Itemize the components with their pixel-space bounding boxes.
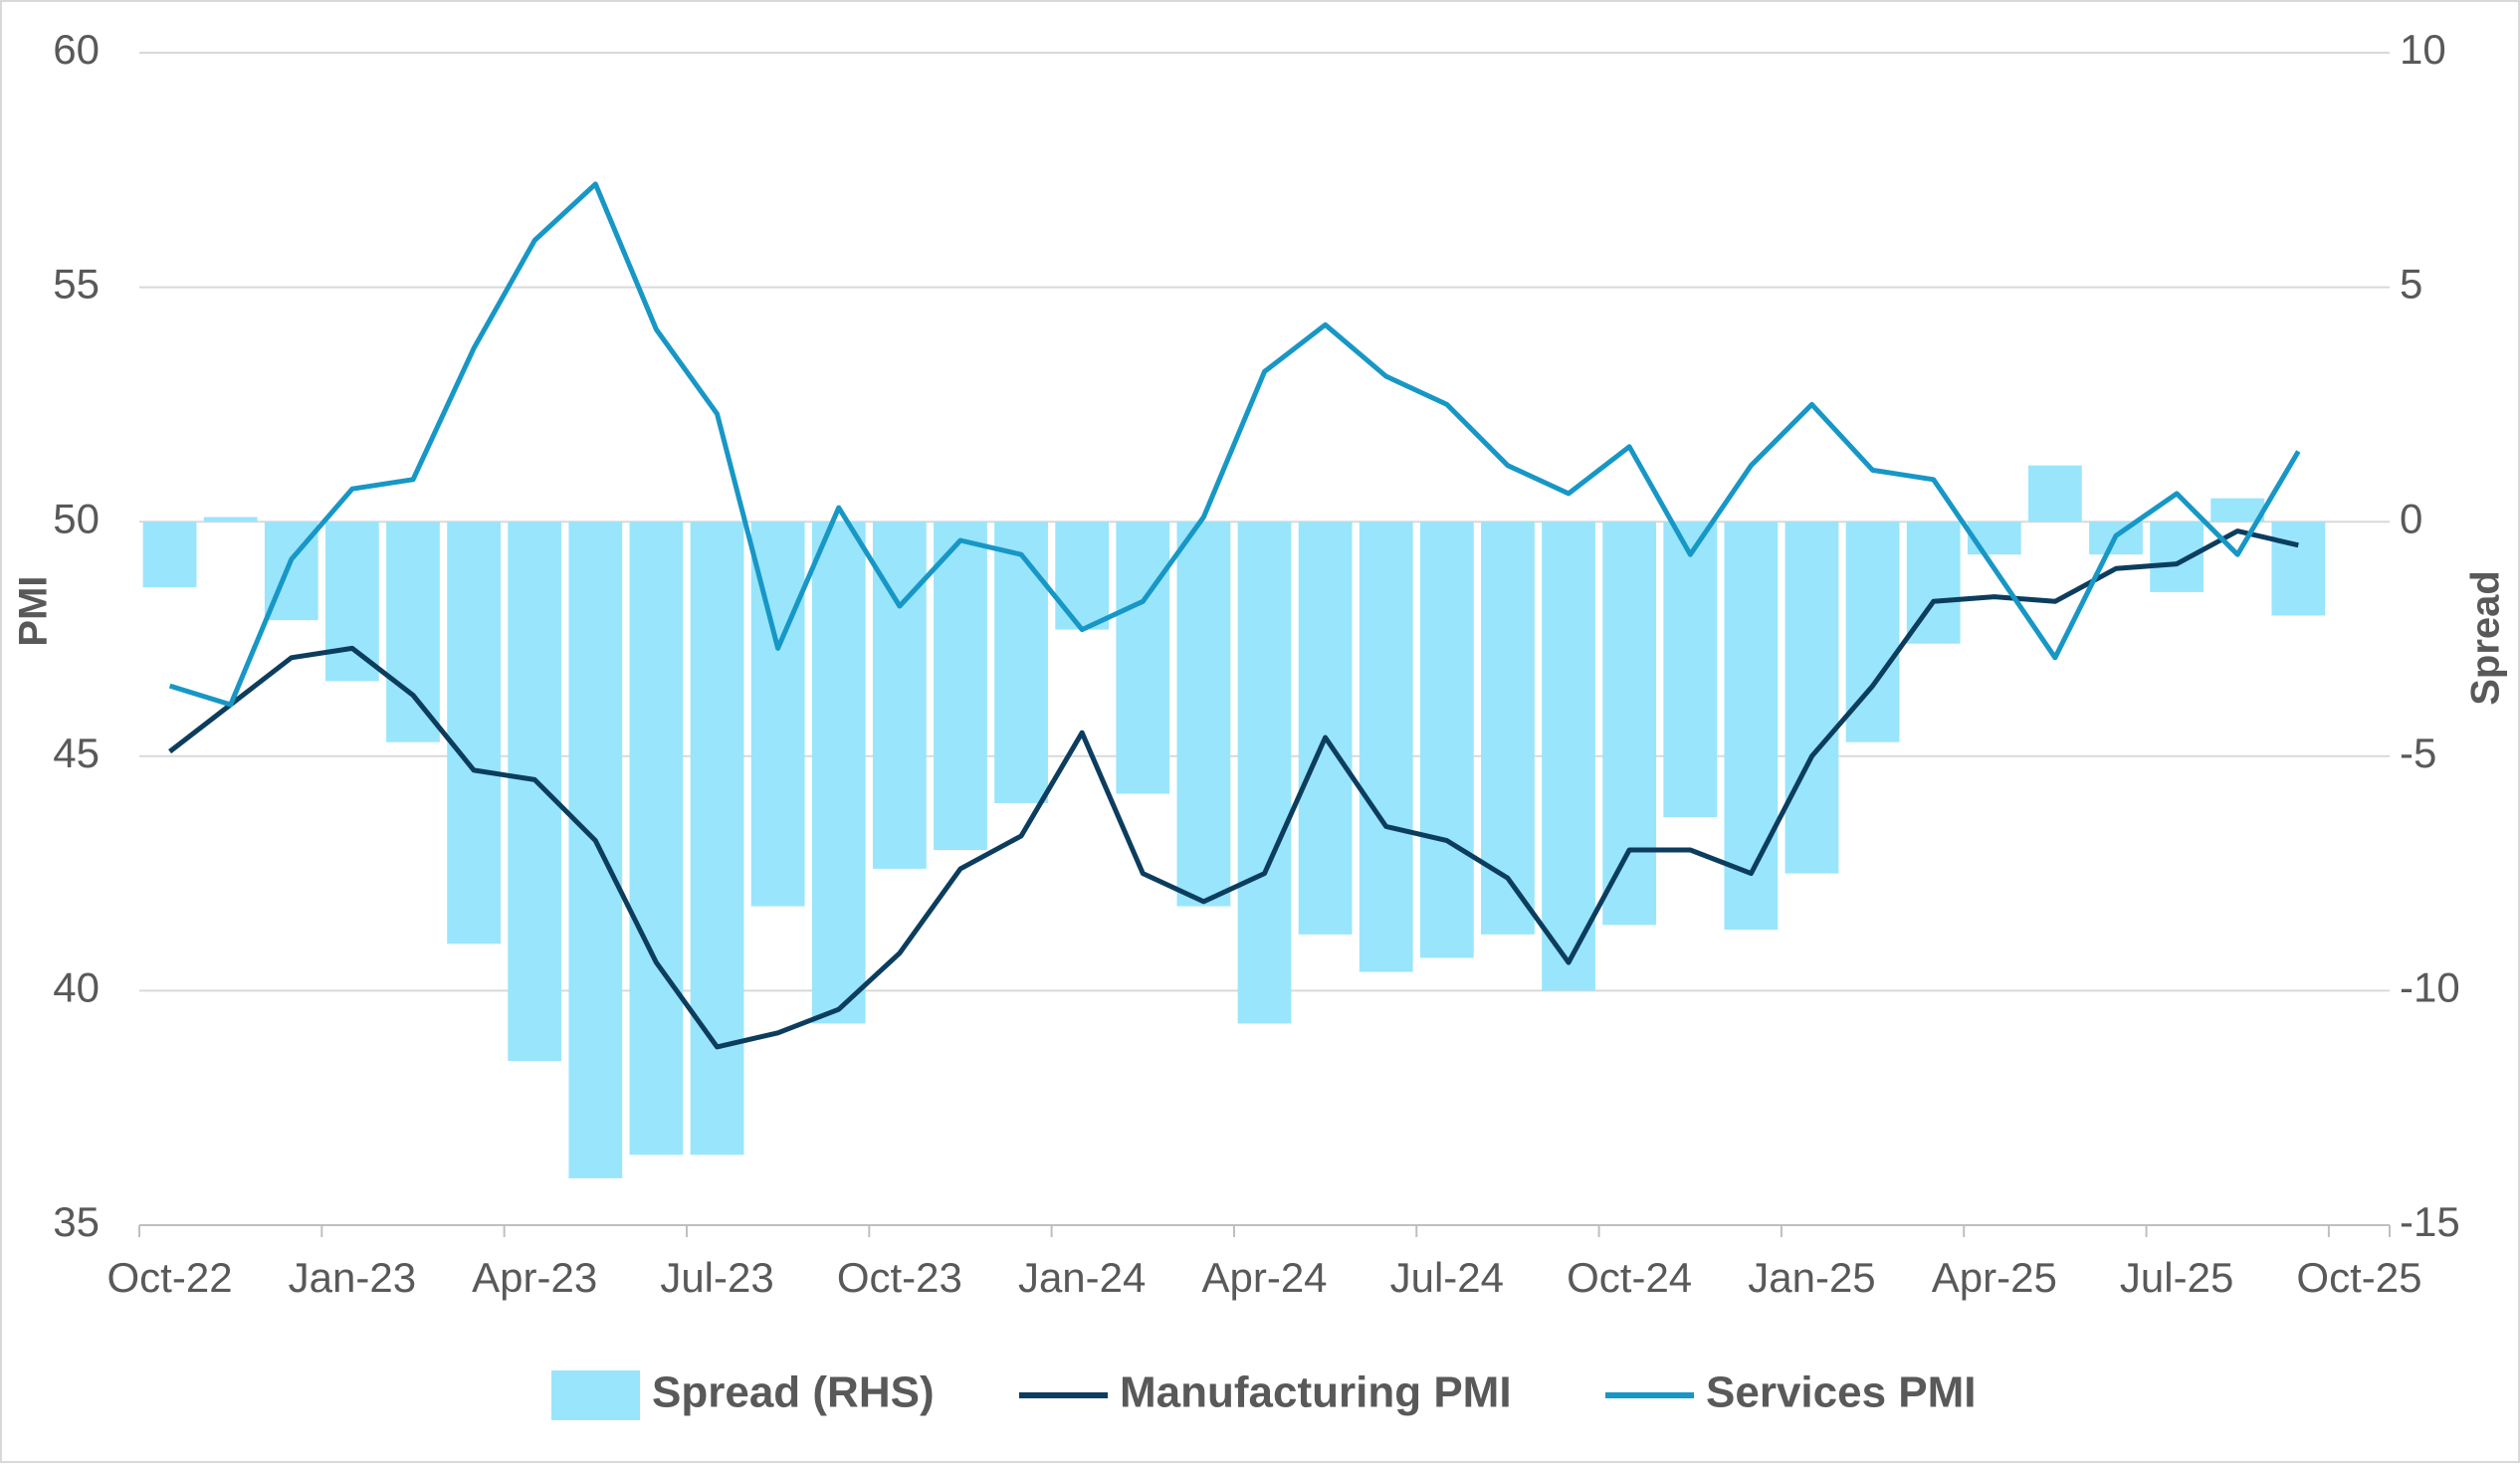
y-tick-label: 60 [53, 26, 100, 73]
x-tick-label: Jan-23 [289, 1254, 416, 1301]
bar [1663, 522, 1718, 818]
x-tick-label: Jul-24 [1390, 1254, 1504, 1301]
bar [1237, 522, 1292, 1024]
bar [1116, 522, 1170, 794]
bar [994, 522, 1048, 803]
bar [447, 522, 501, 944]
y2-tick-label: 10 [2400, 26, 2446, 73]
bar [386, 522, 440, 742]
bar [1602, 522, 1657, 926]
y-tick-label: 55 [53, 261, 100, 308]
legend-label: Spread (RHS) [652, 1368, 935, 1417]
x-tick-label: Oct-23 [837, 1254, 962, 1301]
bar [142, 522, 197, 588]
x-tick-label: Apr-25 [1932, 1254, 2057, 1301]
bar [811, 522, 866, 1024]
bar [2271, 522, 2326, 616]
bar [1419, 522, 1474, 958]
y2-tick-label: -5 [2400, 730, 2436, 776]
x-tick-label: Oct-22 [107, 1254, 233, 1301]
bar [1785, 522, 1839, 874]
x-tick-label: Jan-25 [1748, 1254, 1875, 1301]
y-axis-title: PMI [12, 575, 56, 646]
bar [934, 522, 987, 851]
y-tick-label: 50 [53, 495, 100, 541]
bar [1359, 522, 1413, 972]
x-tick-label: Oct-24 [1567, 1254, 1692, 1301]
y2-axis-title: Spread [2464, 570, 2508, 706]
bar [203, 517, 258, 523]
legend-swatch [551, 1370, 640, 1420]
lines [168, 181, 2301, 1050]
y2-tick-label: -10 [2400, 963, 2460, 1010]
bar [2028, 465, 2082, 523]
bar [629, 522, 684, 1155]
bar [1298, 522, 1353, 935]
y-tick-label: 40 [53, 963, 100, 1010]
bar [1176, 522, 1231, 907]
axes: 35 40 45 50 55 60 -15 -10 -5 0 5 10 Oct-22 Jan-23 Apr-… [53, 26, 2459, 1301]
line [168, 528, 2299, 1050]
bar [1724, 522, 1779, 931]
x-tick-label: Jul-23 [660, 1254, 773, 1301]
y2-tick-label: -15 [2400, 1198, 2460, 1245]
bar [1055, 522, 1110, 630]
legend: Spread (RHS) Manufacturing PMI Services PM… [551, 1368, 1977, 1420]
bar [324, 522, 379, 682]
bar [690, 522, 744, 1155]
bar [568, 522, 623, 1178]
line [168, 181, 2301, 708]
bar [1542, 522, 1595, 991]
bar [2210, 498, 2265, 523]
y-tick-label: 45 [53, 730, 100, 776]
bar [2150, 522, 2205, 592]
x-tick-label: Oct-25 [2296, 1254, 2421, 1301]
x-tick-label: Apr-23 [472, 1254, 597, 1301]
bar [1481, 522, 1535, 935]
legend-label: Services PMI [1706, 1368, 1977, 1417]
x-tick-label: Jan-24 [1018, 1254, 1146, 1301]
y2-tick-label: 5 [2400, 261, 2422, 308]
y2-tick-label: 0 [2400, 495, 2422, 541]
x-tick-label: Apr-24 [1201, 1254, 1327, 1301]
y-tick-label: 35 [53, 1198, 100, 1245]
legend-label: Manufacturing PMI [1120, 1368, 1512, 1417]
x-tick-label: Jul-25 [2120, 1254, 2233, 1301]
bar [508, 522, 562, 1062]
